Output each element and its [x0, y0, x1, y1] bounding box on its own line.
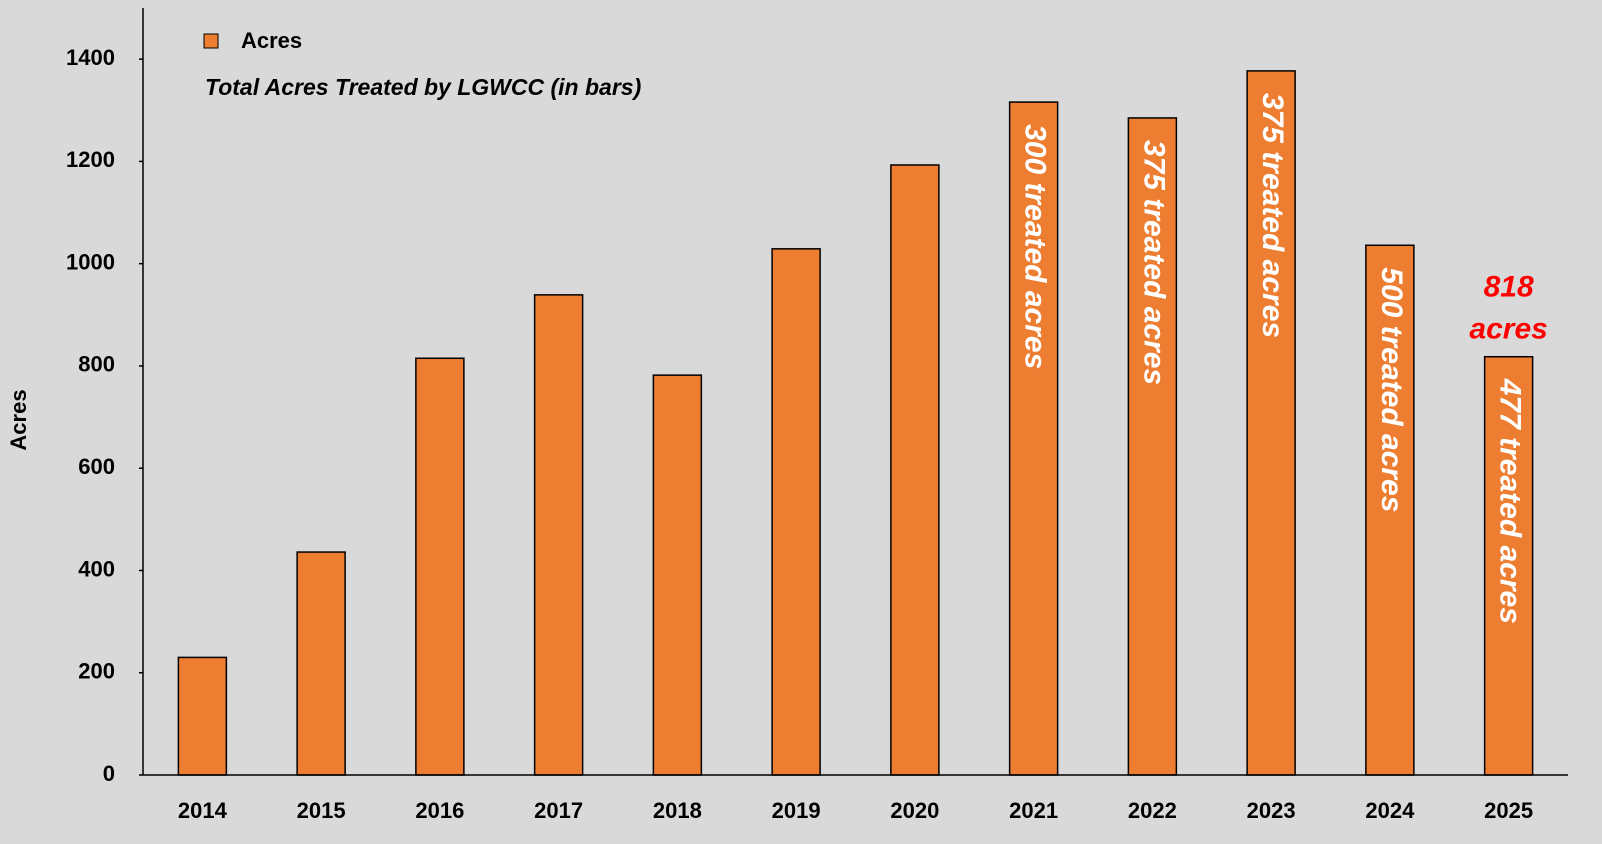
y-axis-label: Acres [6, 389, 31, 450]
x-tick-label: 2020 [890, 798, 939, 823]
y-tick-label: 0 [103, 761, 115, 786]
bar [652, 374, 703, 776]
x-tick-label: 2022 [1128, 798, 1177, 823]
x-tick-label: 2017 [534, 798, 583, 823]
y-tick-label: 600 [78, 454, 115, 479]
bar [1008, 101, 1059, 776]
y-tick-label: 1400 [66, 45, 115, 70]
x-tick-label: 2024 [1365, 798, 1415, 823]
x-tick-label: 2018 [653, 798, 702, 823]
y-tick-label: 1200 [66, 147, 115, 172]
y-tick-label: 800 [78, 352, 115, 377]
bar [890, 164, 940, 776]
legend-swatch [203, 33, 219, 49]
bar [533, 294, 584, 776]
x-tick-label: 2019 [772, 798, 821, 823]
subtitle: Total Acres Treated by LGWCC (in bars) [205, 74, 641, 100]
x-tick-label: 2023 [1247, 798, 1296, 823]
bar [771, 248, 821, 776]
x-tick-label: 2014 [178, 798, 228, 823]
y-tick-label: 1000 [66, 249, 115, 274]
y-tick-label: 200 [78, 659, 115, 684]
x-tick-label: 2015 [297, 798, 346, 823]
bar-annotation: 375 treated acres [1256, 93, 1289, 338]
x-tick-label: 2025 [1484, 798, 1533, 823]
x-tick-label: 2021 [1009, 798, 1058, 823]
x-tick-label: 2016 [415, 798, 464, 823]
bar-annotation: 477 treated acres [1494, 378, 1527, 624]
y-tick-label: 400 [78, 556, 115, 581]
bar [177, 656, 228, 776]
value-label: 818 acres [1469, 271, 1547, 346]
bar [415, 357, 465, 776]
bar [296, 551, 346, 776]
bar-annotation: 500 treated acres [1375, 267, 1408, 512]
bar-annotation: 375 treated acres [1137, 140, 1170, 385]
legend-label: Acres [241, 28, 302, 53]
bar-annotation: 300 treated acres [1019, 124, 1052, 369]
